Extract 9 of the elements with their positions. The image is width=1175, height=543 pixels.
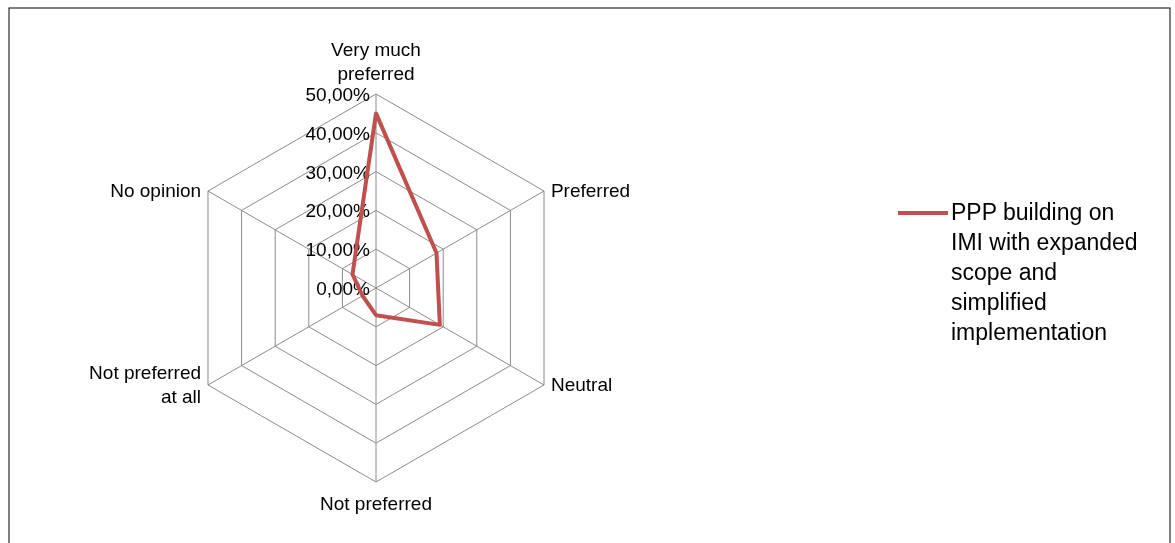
legend-label: PPP building on IMI with expanded scope and simplified implementation bbox=[951, 199, 1138, 345]
spoke-label: Preferred bbox=[550, 180, 631, 201]
y-tick-label: 50,00% bbox=[305, 84, 371, 105]
spoke-label: Very much preferred bbox=[331, 39, 421, 84]
spoke-label: No opinion bbox=[110, 180, 202, 201]
y-tick-label: 40,00% bbox=[305, 122, 371, 144]
spoke-label: Neutral bbox=[550, 374, 613, 395]
spoke-label: Not preferred bbox=[320, 493, 432, 514]
spoke-label: Not preferred at all bbox=[89, 362, 202, 407]
